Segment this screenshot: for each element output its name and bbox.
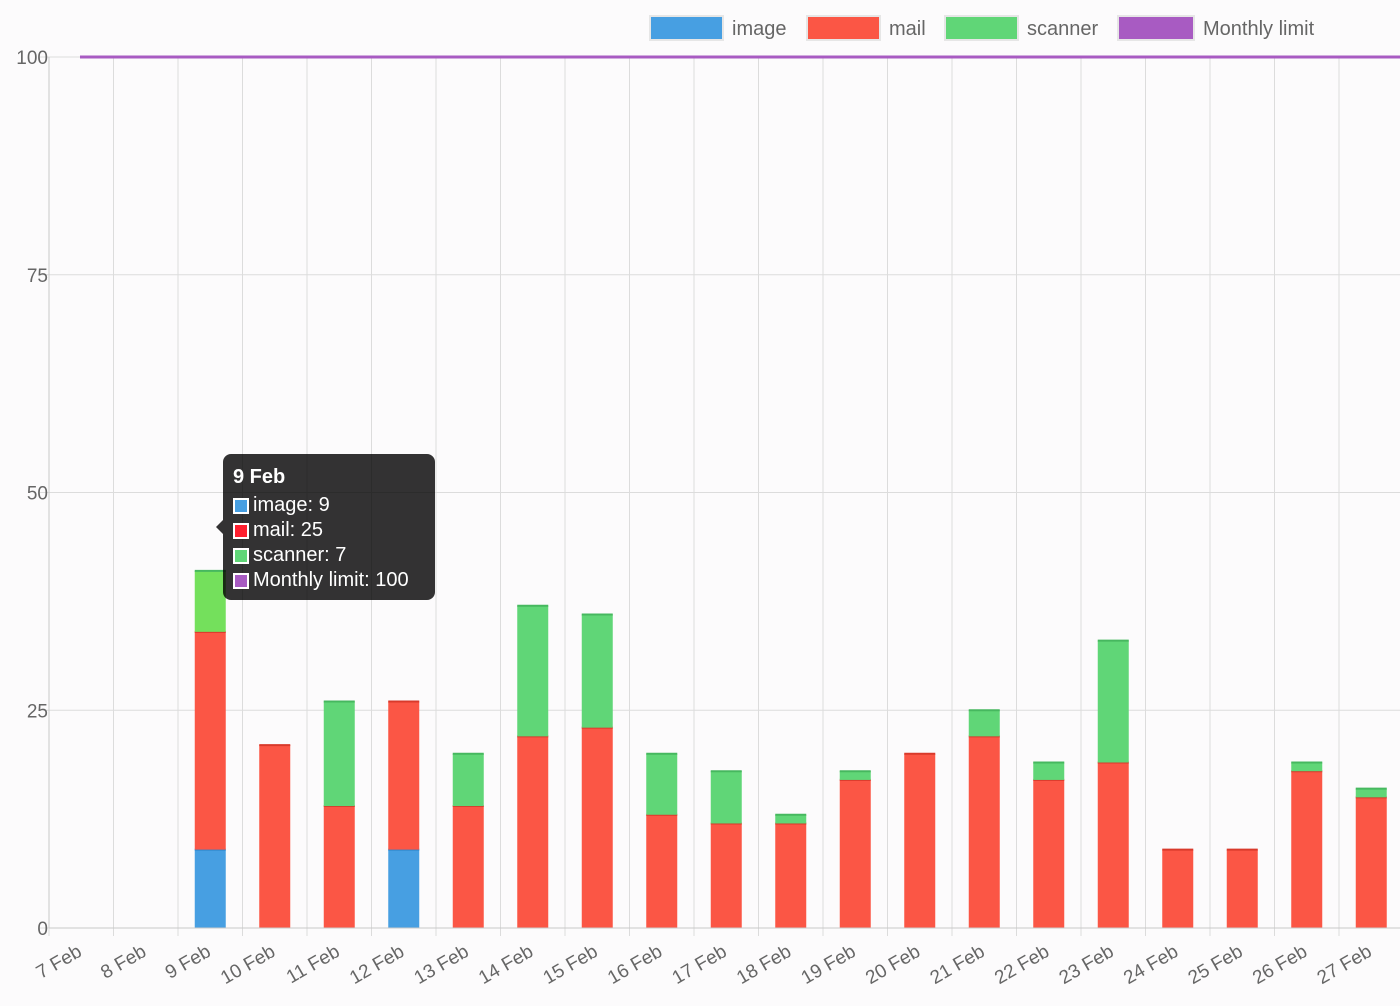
bar-image bbox=[388, 849, 420, 928]
bar-mail bbox=[710, 823, 742, 928]
bar-scanner bbox=[839, 771, 871, 780]
x-tick-label: 26 Feb bbox=[1249, 941, 1311, 989]
x-tick-label: 18 Feb bbox=[733, 941, 795, 989]
tooltip-swatch-image bbox=[233, 497, 249, 514]
x-tick-label: 21 Feb bbox=[927, 941, 989, 989]
bar-mail bbox=[1033, 779, 1065, 928]
legend-item-scanner: scanner bbox=[944, 15, 1098, 41]
legend-item-mail: mail bbox=[806, 15, 926, 41]
legend-label: Monthly limit bbox=[1203, 18, 1315, 40]
bar-mail bbox=[1355, 797, 1387, 928]
x-tick-label: 8 Feb bbox=[97, 941, 150, 983]
x-tick-label: 15 Feb bbox=[540, 941, 602, 989]
bar-scanner bbox=[646, 753, 678, 815]
bar-scanner bbox=[1033, 762, 1065, 780]
legend-swatch bbox=[1117, 15, 1195, 41]
bar-mail bbox=[1162, 849, 1194, 928]
x-tick-label: 9 Feb bbox=[162, 941, 215, 983]
legend-label: image bbox=[732, 18, 786, 40]
tooltip-row-text: mail: 25 bbox=[253, 519, 324, 541]
tooltip: 9 Feb image: 9 mail: 25 scanner: 7 Month… bbox=[216, 454, 435, 600]
tooltip-row-mail: mail: 25 bbox=[233, 518, 425, 543]
bar-image bbox=[194, 849, 226, 928]
bar-mail bbox=[904, 753, 936, 928]
tooltip-swatch-scanner bbox=[233, 547, 249, 564]
tooltip-row-scanner: scanner: 7 bbox=[233, 543, 425, 568]
bar-mail bbox=[194, 631, 226, 850]
tooltip-row-text: Monthly limit: 100 bbox=[253, 569, 409, 591]
y-tick-label: 0 bbox=[37, 919, 48, 940]
bar-mail bbox=[646, 814, 678, 928]
bar-scanner bbox=[194, 570, 226, 632]
bar-scanner bbox=[581, 614, 613, 728]
bar-mail bbox=[1226, 849, 1258, 928]
bar-mail bbox=[388, 701, 420, 850]
y-tick-label: 75 bbox=[27, 266, 48, 287]
y-tick-label: 50 bbox=[27, 484, 48, 505]
bar-scanner bbox=[1097, 640, 1129, 763]
x-tick-label: 27 Feb bbox=[1314, 941, 1376, 989]
legend-label: scanner bbox=[1027, 18, 1098, 40]
bar-mail bbox=[775, 823, 807, 928]
bar-mail bbox=[581, 727, 613, 928]
bar-mail bbox=[452, 806, 484, 928]
bar-mail bbox=[968, 736, 1000, 928]
x-tick-label: 11 Feb bbox=[283, 941, 344, 988]
tooltip-swatch-monthly-limit bbox=[233, 572, 249, 589]
legend-swatch bbox=[649, 15, 724, 41]
legend-label: mail bbox=[889, 18, 926, 40]
bar-mail bbox=[1097, 762, 1129, 928]
x-tick-label: 22 Feb bbox=[991, 941, 1053, 989]
y-tick-label: 25 bbox=[27, 701, 48, 722]
tooltip-row-image: image: 9 bbox=[233, 493, 425, 518]
tooltip-title: 9 Feb bbox=[233, 466, 286, 488]
x-tick-label: 20 Feb bbox=[862, 941, 924, 989]
bar-scanner bbox=[1355, 788, 1387, 798]
tooltip-row-monthly-limit: Monthly limit: 100 bbox=[233, 568, 425, 593]
bar-scanner bbox=[775, 814, 807, 824]
bar-scanner bbox=[323, 701, 355, 807]
tooltip-swatch-mail bbox=[233, 522, 249, 539]
tooltip-row-text: scanner: 7 bbox=[253, 544, 347, 566]
legend-swatch bbox=[806, 15, 881, 41]
tooltip-caret bbox=[216, 520, 223, 534]
x-tick-label: 19 Feb bbox=[798, 941, 860, 989]
bar-mail bbox=[1291, 771, 1323, 928]
x-tick-label: 23 Feb bbox=[1056, 941, 1118, 989]
bar-mail bbox=[259, 745, 291, 928]
tooltip-row-text: image: 9 bbox=[253, 494, 330, 516]
bars bbox=[194, 569, 1387, 928]
legend-item-monthly-limit: Monthly limit bbox=[1117, 15, 1315, 41]
x-tick-label: 14 Feb bbox=[475, 941, 537, 989]
bar-scanner bbox=[452, 753, 484, 807]
x-tick-label: 12 Feb bbox=[346, 941, 408, 989]
bar-scanner bbox=[517, 605, 549, 737]
legend-swatch bbox=[944, 15, 1019, 41]
legend-item-image: image bbox=[649, 15, 786, 41]
bar-mail bbox=[323, 806, 355, 928]
bar-scanner bbox=[1291, 762, 1323, 772]
bar-mail bbox=[517, 736, 549, 928]
x-tick-label: 7 Feb bbox=[33, 941, 86, 983]
x-tick-label: 16 Feb bbox=[604, 941, 666, 989]
y-tick-label: 100 bbox=[16, 48, 48, 69]
bar-scanner bbox=[968, 710, 1000, 737]
bar-mail bbox=[839, 779, 871, 928]
legend: image mail scanner Monthly limit bbox=[649, 15, 1315, 41]
x-tick-label: 24 Feb bbox=[1120, 941, 1182, 989]
x-tick-label: 25 Feb bbox=[1185, 941, 1247, 989]
x-tick-label: 13 Feb bbox=[411, 941, 473, 989]
bar-scanner bbox=[710, 771, 742, 824]
x-tick-label: 17 Feb bbox=[669, 941, 731, 989]
x-tick-label: 10 Feb bbox=[217, 941, 279, 989]
